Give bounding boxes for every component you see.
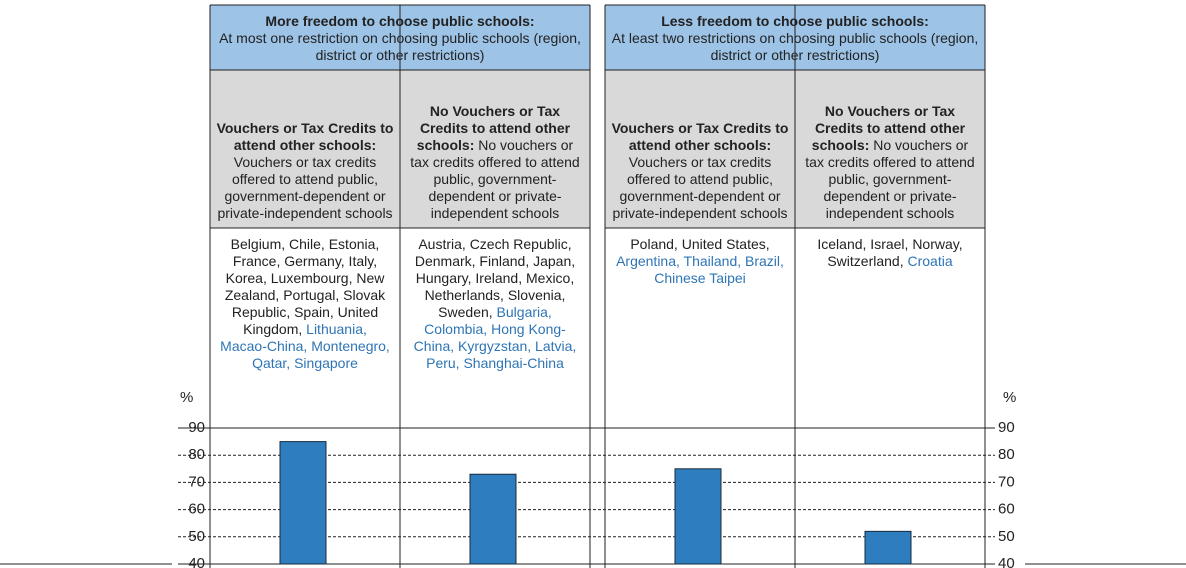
partner-countries: Croatia xyxy=(907,253,953,269)
y2-tick-label: 60 xyxy=(998,501,1015,518)
y-tick-label: 80 xyxy=(188,446,205,463)
y2-tick-label: 70 xyxy=(998,473,1015,490)
country-list: Austria, Czech Republic, Denmark, Finlan… xyxy=(400,230,590,378)
partner-countries: Argentina, Thailand, Brazil, Chinese Tai… xyxy=(616,253,784,286)
partner-countries: Bulgaria, Colombia, Hong Kong-China, Kyr… xyxy=(413,304,577,371)
column-header-text: Vouchers or Tax Credits to attend other … xyxy=(216,120,394,222)
y2-tick-label: 90 xyxy=(998,419,1015,436)
y-tick-label: 60 xyxy=(188,501,205,518)
y2-axis-label: % xyxy=(1003,389,1016,406)
y2-tick-label: 50 xyxy=(998,528,1015,545)
y-tick-label: 70 xyxy=(188,473,205,490)
column-description: No vouchers or tax credits offered to at… xyxy=(410,137,580,221)
column-description: No vouchers or tax credits offered to at… xyxy=(805,137,975,221)
column-heading: No Vouchers or Tax Credits to attend oth… xyxy=(811,103,966,153)
column-description: Vouchers or tax credits offered to atten… xyxy=(612,154,788,221)
country-list: Poland, United States, Argentina, Thaila… xyxy=(605,230,795,293)
column-heading: No Vouchers or Tax Credits to attend oth… xyxy=(416,103,571,153)
oecd-countries: Poland, United States, xyxy=(630,236,770,252)
oecd-countries: Belgium, Chile, Estonia, France, Germany… xyxy=(224,236,386,337)
y-tick-label: 50 xyxy=(188,528,205,545)
bar xyxy=(674,468,722,565)
y2-tick-label: 80 xyxy=(998,446,1015,463)
column-description: Vouchers or tax credits offered to atten… xyxy=(217,154,393,221)
oecd-countries: Austria, Czech Republic, Denmark, Finlan… xyxy=(414,236,576,320)
column-header: No Vouchers or Tax Credits to attend oth… xyxy=(795,70,985,228)
bar xyxy=(279,441,327,565)
column-heading: Vouchers or Tax Credits to attend other … xyxy=(611,120,789,153)
y-tick-label: 90 xyxy=(188,419,205,436)
column-header: Vouchers or Tax Credits to attend other … xyxy=(605,70,795,228)
bar xyxy=(864,530,912,565)
country-list: Belgium, Chile, Estonia, France, Germany… xyxy=(210,230,400,378)
column-heading: Vouchers or Tax Credits to attend other … xyxy=(216,120,394,153)
country-list: Iceland, Israel, Norway, Switzerland, Cr… xyxy=(795,230,985,276)
column-header-text: Vouchers or Tax Credits to attend other … xyxy=(611,120,789,222)
y-axis-label: % xyxy=(180,389,193,406)
column-header: Vouchers or Tax Credits to attend other … xyxy=(210,70,400,228)
bar xyxy=(469,473,517,565)
column-header: No Vouchers or Tax Credits to attend oth… xyxy=(400,70,590,228)
y2-tick-label: 40 xyxy=(998,555,1015,568)
column-header-text: No Vouchers or Tax Credits to attend oth… xyxy=(801,103,979,222)
column-header-text: No Vouchers or Tax Credits to attend oth… xyxy=(406,103,584,222)
partner-countries: Lithuania, Macao-China, Montenegro, Qata… xyxy=(220,321,390,371)
oecd-countries: Iceland, Israel, Norway, Switzerland, xyxy=(817,236,963,269)
y-tick-label: 40 xyxy=(188,555,205,568)
